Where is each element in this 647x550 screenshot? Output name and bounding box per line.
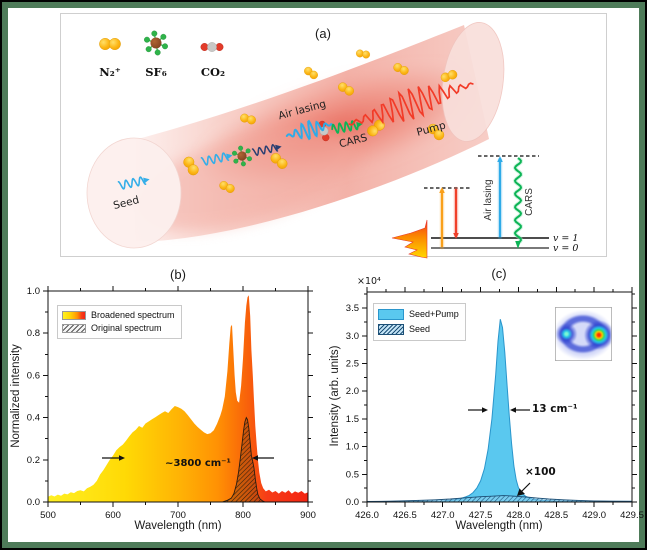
legend-entry-seed-pump: Seed+Pump — [378, 307, 459, 322]
beam-entrance-ellipse — [86, 137, 182, 249]
panel-a-label: (a) — [315, 26, 331, 41]
legend-label: Original spectrum — [91, 323, 162, 333]
legend-entry-seed: Seed — [378, 322, 459, 337]
y-tick-label: 1.5 — [346, 414, 359, 425]
seed-pump-swatch — [378, 309, 404, 320]
v0-label: v = 0 — [553, 243, 578, 254]
y-tick-label: 0.6 — [27, 370, 40, 381]
air-lasing-wave-packet — [285, 119, 333, 141]
x-tick-label: 600 — [105, 510, 121, 521]
series-original-spectrum — [222, 416, 266, 503]
beam-profile-image — [556, 308, 611, 360]
chart-b-xlabel: Wavelength (nm) — [134, 520, 222, 532]
y-tick-label: 0.4 — [27, 413, 40, 424]
n2-molecule-icon — [270, 153, 288, 169]
x-tick-label: 427.5 — [469, 510, 493, 521]
legend-label: Seed+Pump — [409, 309, 459, 319]
n2-molecule-icon — [427, 123, 445, 141]
x-tick-label: 428.0 — [507, 510, 531, 521]
x-tick-label: 900 — [300, 510, 316, 521]
y-tick-label: 0.5 — [346, 469, 359, 480]
x-tick-label: 427.0 — [431, 510, 455, 521]
air-lasing-level-label: Air lasing — [483, 179, 494, 220]
x-tick-label: 429.0 — [582, 510, 606, 521]
pump-wave-packet — [348, 82, 474, 126]
n2-molecule-icon — [304, 66, 318, 80]
n2-molecule-icon — [355, 49, 371, 59]
legend-entry-broadened: Broadened spectrum — [62, 309, 175, 322]
legend-entry-original: Original spectrum — [62, 322, 175, 335]
n2-molecule-icon — [393, 63, 409, 75]
y-tick-label: 0.2 — [27, 455, 40, 466]
chart-c-legend: Seed+Pump Seed — [373, 303, 466, 341]
x-tick-label: 700 — [170, 510, 186, 521]
sf6-label: SF₆ — [145, 65, 167, 79]
n2-molecule-icon — [183, 156, 199, 176]
beam-profile-inset — [555, 307, 612, 361]
y-tick-label: 2.0 — [346, 386, 359, 397]
seed-swatch — [378, 324, 404, 335]
co2-legend-icon — [200, 42, 224, 52]
seed-wave-arrow — [200, 152, 233, 166]
linewidth-annotation: 13 cm⁻¹ — [532, 403, 578, 415]
chart-c: 426.0 426.5 427.0 427.5 428.0 428.5 429.0 429.5… — [346, 287, 644, 521]
y-tick-label: 1.0 — [346, 442, 359, 453]
y-tick-label: 3.5 — [346, 303, 359, 314]
y-tick-label: 0.0 — [27, 497, 40, 508]
chart-c-scale-label: ×10⁴ — [357, 276, 381, 287]
y-tick-label: 3.0 — [346, 331, 359, 342]
x-tick-label: 426.5 — [393, 510, 417, 521]
broadband-pulse-icon — [391, 219, 428, 259]
series-seed — [366, 495, 633, 503]
n2-molecule-icon — [440, 70, 458, 82]
y-tick-label: 0.0 — [346, 497, 359, 508]
y-tick-label: 1.0 — [27, 286, 40, 297]
n2-molecule-icon — [240, 113, 256, 125]
sf6-legend-icon — [144, 30, 168, 56]
legend-label: Broadened spectrum — [91, 310, 175, 320]
chart-c-xlabel: Wavelength (nm) — [455, 520, 543, 532]
n2-legend-icon — [99, 38, 121, 50]
x-tick-label: 429.5 — [620, 510, 644, 521]
chart-b-legend: Broadened spectrum Original spectrum — [57, 305, 182, 339]
n2-molecule-icon — [338, 82, 354, 96]
y-tick-label: 0.8 — [27, 328, 40, 339]
x100-annotation: ×100 — [525, 466, 556, 478]
original-spectrum-swatch — [62, 324, 86, 333]
chart-c-ylabel: Intensity (arb. units) — [329, 345, 341, 447]
bandwidth-annotation: ~3800 cm⁻¹ — [165, 458, 231, 469]
v1-label: v = 1 — [553, 233, 578, 244]
x-tick-label: 426.0 — [355, 510, 379, 521]
x-tick-label: 500 — [40, 510, 56, 521]
seed-wave-arrow — [117, 176, 150, 190]
scattered-wave-arrow — [251, 143, 282, 157]
chart-b: 500 600 700 800 900 0.0 0.2 0.4 0.6 0.8 1.0 — [27, 286, 316, 521]
sf6-molecule-icon — [232, 145, 252, 167]
chart-b-ylabel: Normalized intensity — [10, 344, 22, 448]
n2-label: N₂⁺ — [99, 65, 121, 79]
x-tick-label: 428.5 — [544, 510, 568, 521]
broadened-spectrum-swatch — [62, 311, 86, 320]
cars-down-arrow — [513, 157, 523, 244]
n2-molecule-icon — [219, 181, 235, 193]
panel-b-title: (b) — [170, 267, 186, 282]
x-tick-label: 800 — [235, 510, 251, 521]
legend-label: Seed — [409, 324, 431, 334]
co2-label: CO₂ — [201, 65, 225, 79]
beam-soft-core — [134, 127, 358, 231]
y-tick-label: 2.5 — [346, 358, 359, 369]
panel-c-title: (c) — [491, 266, 507, 281]
cars-level-label: CARS — [524, 188, 535, 216]
